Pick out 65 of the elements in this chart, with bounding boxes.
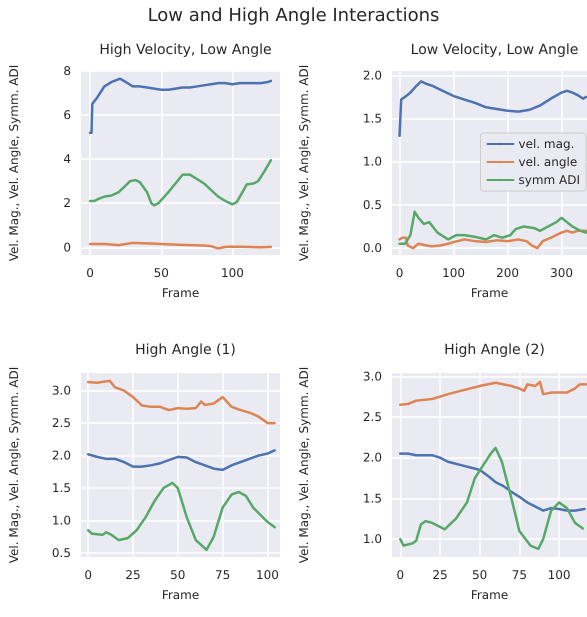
y-tick-label: 2.5 [362,410,382,424]
x-tick-label: 100 [442,266,466,280]
y-tick-label: 2 [63,196,71,210]
y-axis-title: Vel. Mag., Vel. Angle, Symm. ADI [297,64,311,262]
x-tick-label: 25 [432,568,448,582]
y-tick-label: 2.5 [52,416,71,430]
y-tick-label: 0.5 [52,546,71,560]
x-tick-label: 0 [396,266,404,280]
y-tick-label: 2.0 [362,68,382,82]
y-tick-label: 6 [63,108,71,122]
x-axis-title: Frame [470,286,508,300]
x-tick-label: 200 [496,266,520,280]
line-series [399,446,584,550]
x-tick-label: 0 [84,568,92,582]
y-tick-label: 4 [63,152,71,166]
y-tick-label: 1.0 [52,514,71,528]
line-series [86,482,276,552]
line-series [398,210,587,246]
y-tick-label: 3.0 [52,384,71,398]
chart-title: High Angle (1) [135,342,236,358]
x-tick-label: 0 [396,568,404,582]
y-tick-label: 1.5 [362,112,382,126]
line-series [399,380,587,406]
y-axis-title: Vel. Mag., Vel. Angle, Symm. ADI [7,366,21,564]
x-axis-title: Frame [470,588,508,602]
y-tick-label: 1.0 [362,154,382,169]
x-tick-label: 0 [86,266,94,280]
text: Low and High Angle Interactions [146,5,440,26]
y-tick-label: 1.5 [52,481,71,496]
x-axis-title: Frame [162,588,200,602]
chart-title: High Angle (2) [444,342,545,358]
legend-label: symm ADI [518,173,580,187]
x-tick-label: 50 [170,568,186,582]
line-series [86,380,276,424]
y-tick-label: 1.0 [362,532,382,546]
x-tick-label: 50 [154,266,169,280]
line-series [88,77,272,134]
chart-title: High Velocity, Low Angle [99,42,272,58]
y-axis-title: Vel. Mag., Vel. Angle, Symm. ADI [7,64,21,262]
legend-label: vel. angle [518,155,578,169]
x-tick-label: 100 [221,266,244,280]
x-tick-label: 25 [125,568,141,582]
x-tick-label: 100 [548,568,571,582]
x-tick-label: 50 [472,568,488,582]
y-tick-label: 8 [63,64,71,78]
line-series [86,449,276,472]
y-tick-label: 3.0 [362,369,382,384]
line-series [398,80,587,138]
line-series [399,452,586,512]
x-tick-label: 75 [512,568,527,582]
y-tick-label: 0 [63,240,71,254]
line-series [398,230,587,250]
chart-title: Low Velocity, Low Angle [410,42,578,58]
x-tick-label: 300 [550,266,574,280]
y-tick-label: 1.5 [362,491,382,506]
x-axis-title: Frame [162,286,200,300]
y-axis-title: Vel. Mag., Vel. Angle, Symm. ADI [297,366,311,564]
y-tick-label: 0.0 [362,241,382,256]
y-tick-label: 2.0 [52,448,71,463]
y-tick-label: 0.5 [362,198,382,212]
x-tick-label: 100 [256,568,279,582]
x-tick-label: 75 [214,568,230,582]
y-tick-label: 2.0 [362,450,382,465]
line-series [88,158,272,207]
legend-label: vel. mag. [518,137,574,151]
